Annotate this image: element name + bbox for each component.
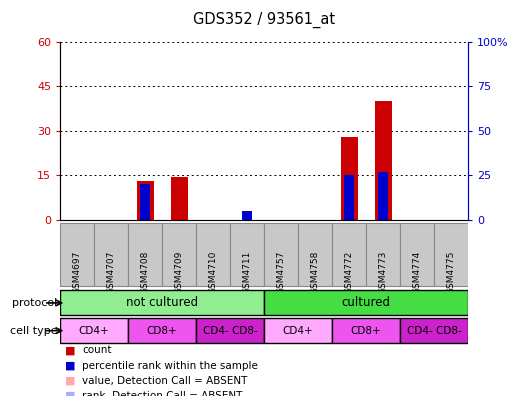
- Text: CD8+: CD8+: [351, 326, 381, 336]
- Text: GSM4697: GSM4697: [73, 251, 82, 294]
- Text: value, Detection Call = ABSENT: value, Detection Call = ABSENT: [82, 375, 247, 386]
- Bar: [379, 171, 388, 220]
- Bar: [298, 223, 332, 286]
- Text: not cultured: not cultured: [126, 297, 198, 309]
- Text: GSM4709: GSM4709: [175, 251, 184, 294]
- Text: GSM4773: GSM4773: [379, 251, 388, 294]
- Bar: [340, 137, 358, 220]
- Text: protocol: protocol: [12, 298, 58, 308]
- Text: ■: ■: [65, 390, 76, 396]
- Bar: [264, 318, 332, 343]
- Bar: [128, 223, 162, 286]
- Text: GSM4710: GSM4710: [209, 251, 218, 294]
- Bar: [332, 318, 400, 343]
- Bar: [170, 177, 188, 220]
- Text: CD4+: CD4+: [79, 326, 109, 336]
- Text: ■: ■: [65, 375, 76, 386]
- Bar: [196, 223, 230, 286]
- Text: cultured: cultured: [342, 297, 391, 309]
- Text: GDS352 / 93561_at: GDS352 / 93561_at: [193, 12, 335, 28]
- Bar: [60, 223, 94, 286]
- Text: cell type: cell type: [10, 326, 58, 336]
- Text: GSM4774: GSM4774: [413, 251, 422, 294]
- Bar: [400, 318, 468, 343]
- Bar: [264, 223, 298, 286]
- Text: CD4- CD8-: CD4- CD8-: [407, 326, 461, 336]
- Text: CD8+: CD8+: [147, 326, 177, 336]
- Bar: [162, 223, 196, 286]
- Text: rank, Detection Call = ABSENT: rank, Detection Call = ABSENT: [82, 390, 243, 396]
- Bar: [366, 223, 400, 286]
- Bar: [400, 223, 434, 286]
- Bar: [434, 223, 468, 286]
- Bar: [243, 211, 252, 220]
- Bar: [264, 291, 468, 315]
- Text: GSM4775: GSM4775: [447, 251, 456, 294]
- Bar: [374, 101, 392, 220]
- Text: ■: ■: [65, 345, 76, 356]
- Bar: [128, 318, 196, 343]
- Text: GSM4758: GSM4758: [311, 251, 320, 294]
- Text: GSM4708: GSM4708: [141, 251, 150, 294]
- Text: CD4- CD8-: CD4- CD8-: [203, 326, 257, 336]
- Text: GSM4707: GSM4707: [107, 251, 116, 294]
- Bar: [60, 318, 128, 343]
- Text: percentile rank within the sample: percentile rank within the sample: [82, 360, 258, 371]
- Bar: [141, 184, 150, 220]
- Bar: [345, 175, 354, 220]
- Bar: [332, 223, 366, 286]
- Bar: [60, 291, 264, 315]
- Text: GSM4711: GSM4711: [243, 251, 252, 294]
- Text: GSM4757: GSM4757: [277, 251, 286, 294]
- Text: count: count: [82, 345, 111, 356]
- Bar: [196, 318, 264, 343]
- Bar: [137, 181, 154, 220]
- Text: CD4+: CD4+: [283, 326, 313, 336]
- Bar: [94, 223, 128, 286]
- Text: GSM4772: GSM4772: [345, 251, 354, 294]
- Bar: [230, 223, 264, 286]
- Text: ■: ■: [65, 360, 76, 371]
